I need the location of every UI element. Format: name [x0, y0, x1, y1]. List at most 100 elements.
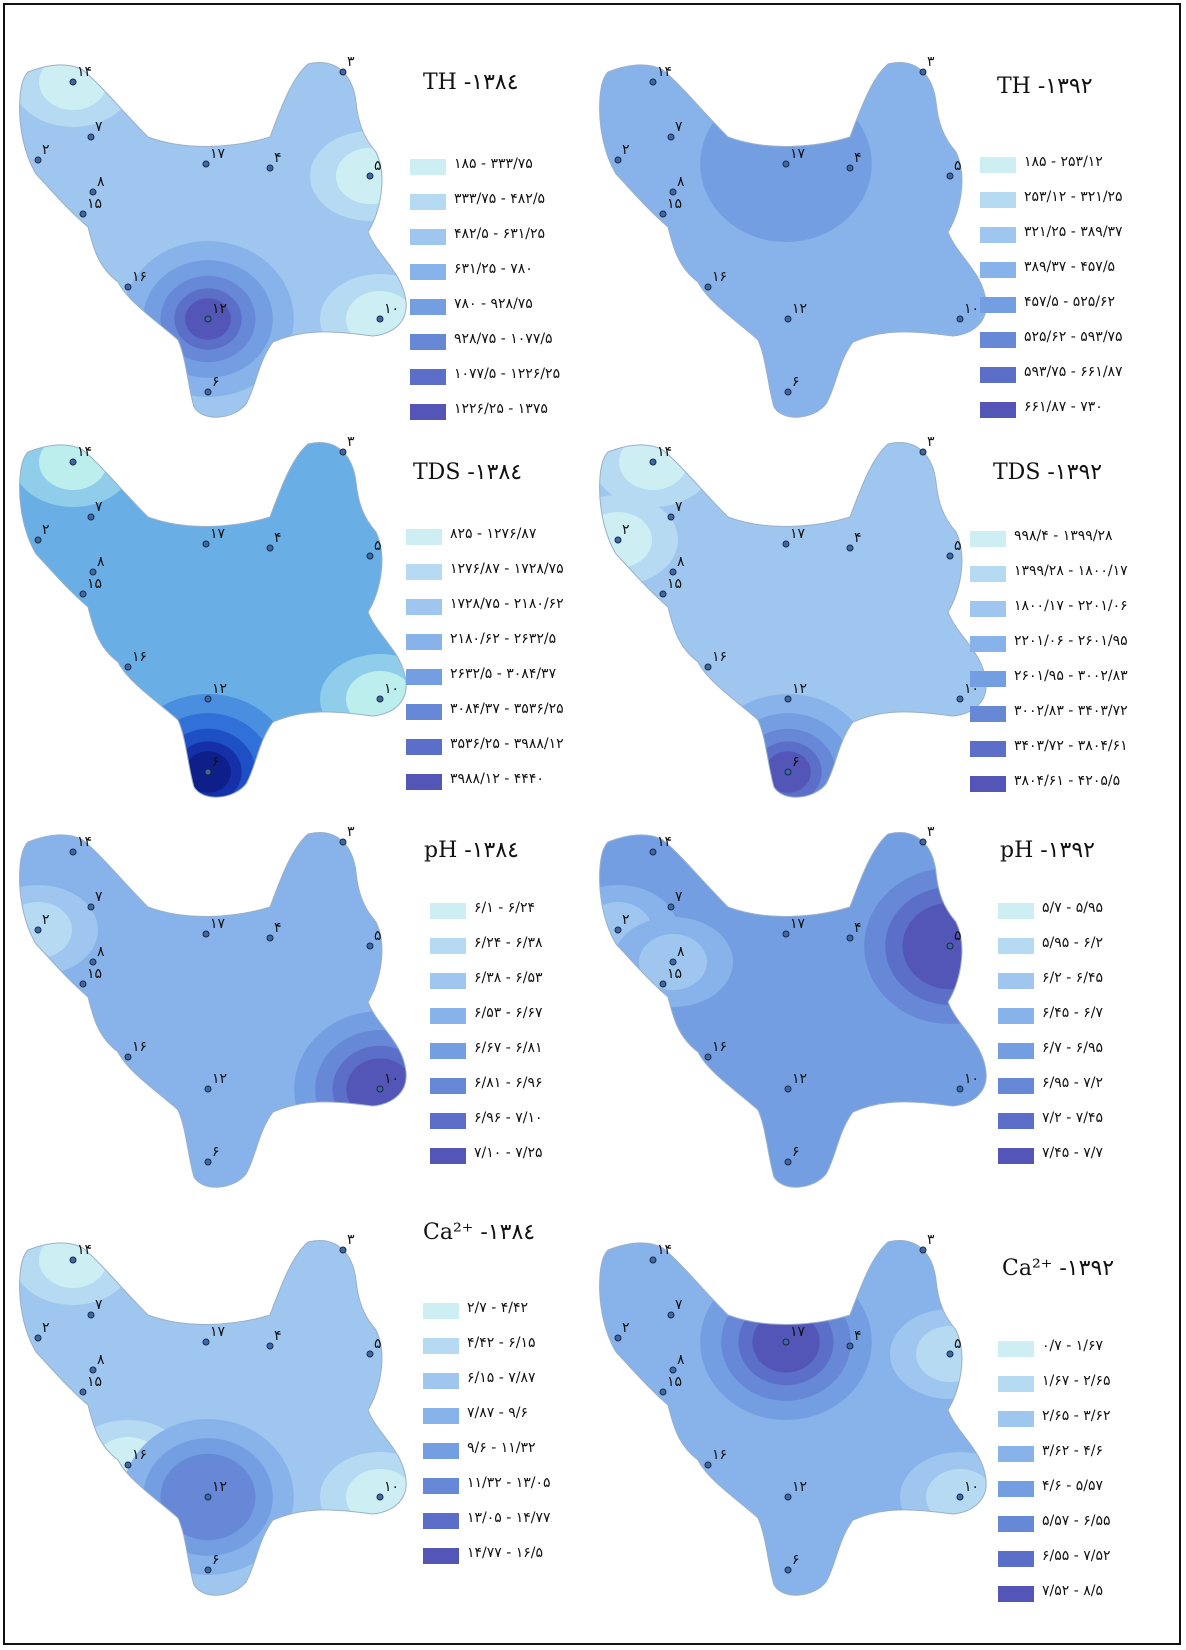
- legend-swatch: [970, 601, 1006, 617]
- legend-swatch: [406, 564, 442, 580]
- legend-label: ۴/۴۲ - ۶/۱۵: [467, 1335, 536, 1351]
- well-marker: [366, 1350, 374, 1358]
- legend-label: ۲۲۰۱/۰۶ - ۲۶۰۱/۹۵: [1014, 633, 1128, 649]
- well-marker: [87, 133, 95, 141]
- well-label: ۱۴: [77, 444, 92, 460]
- legend-swatch: [406, 669, 442, 685]
- well-marker: [202, 930, 210, 938]
- legend-swatch: [998, 1586, 1034, 1602]
- well-label: ۲: [622, 912, 630, 928]
- legend-swatch: [430, 1043, 466, 1059]
- legend-label: ۳۲۱/۲۵ - ۳۸۹/۳۷: [1024, 224, 1123, 240]
- well-label: ۱۷: [790, 526, 806, 542]
- well-label: ۱۵: [87, 966, 102, 982]
- well-label: ۶: [792, 374, 800, 390]
- legend-swatch: [998, 1411, 1034, 1427]
- well-label: ۱۶: [132, 269, 147, 285]
- legend-swatch: [406, 704, 442, 720]
- well-label: ۷: [675, 119, 683, 135]
- well-marker: [919, 838, 927, 846]
- well-marker: [946, 1350, 954, 1358]
- legend-swatch: [430, 1148, 466, 1164]
- well-label: ۴: [274, 1328, 282, 1344]
- base-class-zone: [19, 1240, 407, 1596]
- legend-label: ۱۴/۷۷ - ۱۶/۵: [467, 1545, 544, 1561]
- legend-swatch: [998, 1078, 1034, 1094]
- well-marker: [124, 1053, 132, 1061]
- well-marker: [919, 68, 927, 76]
- legend-label: ۹۹۸/۴ - ۱۳۹۹/۲۸: [1014, 528, 1113, 544]
- well-label: ۷: [95, 1297, 103, 1313]
- well-marker: [376, 695, 384, 703]
- legend-swatch: [406, 774, 442, 790]
- legend-swatch: [998, 1043, 1034, 1059]
- well-label: ۶: [792, 1144, 800, 1160]
- legend-label: ۲۶۳۲/۵ - ۳۰۸۴/۳۷: [450, 666, 557, 682]
- well-label: ۲: [42, 912, 50, 928]
- well-label: ۵: [954, 928, 962, 944]
- legend-label: ۱۰۷۷/۵ - ۱۲۲۶/۲۵: [454, 366, 561, 382]
- study-area-outline: [599, 442, 987, 798]
- legend-swatch: [410, 159, 446, 175]
- well-label: ۸: [97, 1352, 105, 1368]
- well-label: ۱۵: [667, 966, 682, 982]
- well-marker: [34, 1334, 42, 1342]
- legend-swatch: [998, 938, 1034, 954]
- legend-swatch: [970, 566, 1006, 582]
- panel-th-1392: ۱۴ ۳ ۷ ۲ ۱۷ ۴ ۵ ۸ ۱۵ ۱۶ ۱۲ ۱۰ ۶ TH -۱۳۹۲ ۱۸۵ - ۲۵۳/۱…: [588, 42, 1168, 452]
- well-label: ۴: [854, 1328, 862, 1344]
- legend-swatch: [410, 404, 446, 420]
- well-label: ۱۷: [210, 526, 226, 542]
- well-marker: [366, 552, 374, 560]
- legend-swatch: [980, 367, 1016, 383]
- legend-swatch: [410, 369, 446, 385]
- well-label: ۱۰: [964, 301, 979, 317]
- legend-label: ۶۶۱/۸۷ - ۷۳۰: [1024, 399, 1103, 415]
- contour-map: ۱۴ ۳ ۷ ۲ ۱۷ ۴ ۵ ۸ ۱۵ ۱۶ ۱۲ ۱۰ ۶: [599, 824, 987, 1188]
- legend-swatch: [980, 192, 1016, 208]
- legend-label: ۱۷۲۸/۷۵ - ۲۱۸۰/۶۲: [450, 596, 564, 612]
- well-marker: [667, 513, 675, 521]
- well-label: ۱۵: [667, 196, 682, 212]
- legend-label: ۳۵۳۶/۲۵ - ۳۹۸۸/۱۲: [450, 736, 564, 752]
- legend-swatch: [998, 1481, 1034, 1497]
- well-label: ۱۲: [212, 681, 227, 697]
- contour-map: ۱۴ ۳ ۷ ۲ ۱۷ ۴ ۵ ۸ ۱۵ ۱۶ ۱۲ ۱۰ ۶: [19, 54, 407, 418]
- legend-label: ۶/۳۸ - ۶/۵۳: [474, 970, 543, 986]
- well-label: ۷: [675, 889, 683, 905]
- well-marker: [704, 283, 712, 291]
- legend-label: ۳۳۳/۷۵ - ۴۸۲/۵: [454, 191, 546, 207]
- well-label: ۳: [347, 1232, 355, 1248]
- legend-swatch: [406, 634, 442, 650]
- well-label: ۱۰: [384, 681, 399, 697]
- legend-label: ۳/۶۲ - ۴/۶: [1042, 1443, 1103, 1459]
- well-marker: [782, 160, 790, 168]
- well-label: ۱۶: [132, 1447, 147, 1463]
- legend-label: ۴۸۲/۵ - ۶۳۱/۲۵: [454, 226, 546, 242]
- well-label: ۱۵: [87, 576, 102, 592]
- well-marker: [614, 926, 622, 934]
- legend-label: ۳۸۰۴/۶۱ - ۴۲۰۵/۵: [1014, 773, 1121, 789]
- legend-label: ۰/۷ - ۱/۶۷: [1042, 1338, 1103, 1354]
- well-label: ۲: [42, 1320, 50, 1336]
- well-marker: [784, 388, 792, 396]
- well-marker: [89, 568, 97, 576]
- well-label: ۱۵: [87, 196, 102, 212]
- legend-label: ۶/۲ - ۶/۴۵: [1042, 970, 1103, 986]
- legend-swatch: [406, 529, 442, 545]
- contour-map: ۱۴ ۳ ۷ ۲ ۱۷ ۴ ۵ ۸ ۱۵ ۱۶ ۱۲ ۱۰ ۶: [19, 824, 407, 1188]
- well-label: ۱۰: [384, 301, 399, 317]
- well-marker: [89, 958, 97, 966]
- well-marker: [376, 315, 384, 323]
- well-label: ۳: [927, 434, 935, 450]
- well-marker: [69, 848, 77, 856]
- well-label: ۷: [95, 119, 103, 135]
- panel-title: Ca²⁺ -۱۳۸٤: [423, 1220, 536, 1245]
- legend-label: ۱۲۷۶/۸۷ - ۱۷۲۸/۷۵: [450, 561, 564, 577]
- well-marker: [89, 188, 97, 196]
- well-label: ۴: [854, 920, 862, 936]
- panel-ph-1392: ۱۴ ۳ ۷ ۲ ۱۷ ۴ ۵ ۸ ۱۵ ۱۶ ۱۲ ۱۰ ۶ pH -۱۳۹۲ ۵/۷ - ۵/۹۵ ۵…: [588, 812, 1168, 1222]
- well-label: ۱۵: [87, 1374, 102, 1390]
- legend-label: ۱۸۰۰/۱۷ - ۲۲۰۱/۰۶: [1014, 598, 1128, 614]
- legend-swatch: [423, 1443, 459, 1459]
